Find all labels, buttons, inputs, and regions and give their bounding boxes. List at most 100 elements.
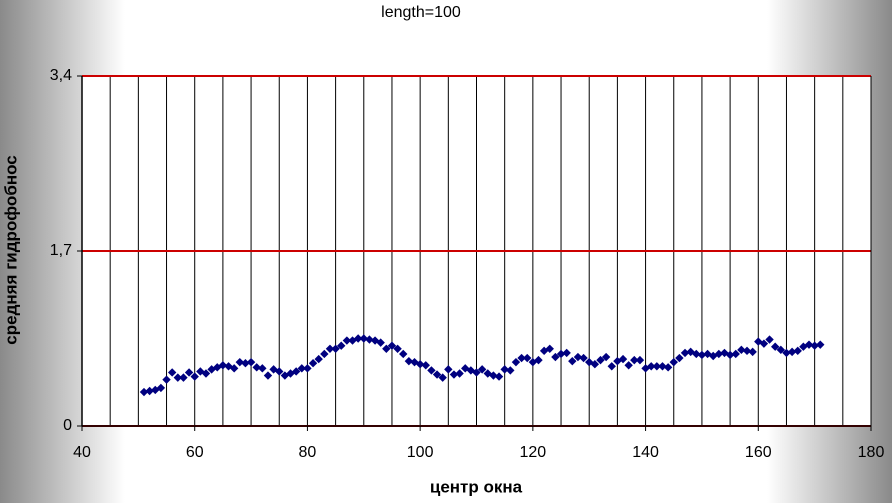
point: [725, 350, 735, 360]
point: [303, 364, 312, 373]
point: [669, 357, 678, 367]
point: [709, 351, 718, 361]
chart-title: length=100: [381, 4, 461, 21]
point: [376, 338, 385, 347]
point: [675, 353, 684, 363]
y-tick-label: 3,4: [50, 67, 72, 84]
point: [218, 361, 228, 370]
y-tick-label: 1,7: [50, 242, 72, 259]
point: [207, 365, 216, 374]
point: [404, 356, 414, 366]
point: [787, 347, 797, 357]
point: [320, 349, 329, 359]
point: [258, 364, 267, 373]
point: [156, 383, 166, 393]
point: [382, 344, 391, 353]
point: [139, 387, 149, 397]
point: [500, 365, 509, 374]
point: [770, 342, 780, 351]
point: [590, 360, 600, 369]
x-tick-label: 100: [407, 444, 434, 461]
point: [635, 355, 645, 365]
point: [618, 354, 628, 364]
point: [573, 352, 583, 362]
point: [353, 334, 363, 343]
point: [359, 334, 368, 343]
point: [263, 371, 273, 380]
point: [432, 370, 442, 379]
point: [235, 357, 244, 367]
point: [365, 335, 374, 344]
point: [387, 341, 397, 350]
point: [647, 362, 656, 371]
point: [246, 357, 256, 367]
y-axis-label: средняя гидрофобнос: [1, 155, 20, 344]
point: [314, 354, 323, 364]
x-tick-label: 120: [520, 444, 547, 461]
x-tick-label: 140: [632, 444, 659, 461]
point: [438, 373, 447, 382]
point: [477, 365, 487, 374]
point: [658, 362, 667, 371]
point: [489, 371, 498, 380]
point: [759, 339, 769, 348]
point: [793, 346, 802, 356]
point: [252, 363, 261, 372]
point: [776, 345, 786, 355]
x-tick-label: 160: [745, 444, 772, 461]
point: [765, 335, 774, 344]
point: [545, 344, 554, 353]
x-axis-label: центр окна: [430, 477, 523, 496]
point: [782, 348, 791, 358]
y-tick-label: 0: [63, 417, 72, 434]
point: [748, 347, 757, 357]
point: [241, 359, 250, 368]
point: [703, 349, 712, 359]
point: [737, 345, 746, 355]
point: [455, 369, 464, 378]
point: [816, 340, 825, 349]
point: [551, 352, 560, 362]
point: [714, 349, 724, 359]
point: [415, 360, 425, 369]
point: [663, 363, 673, 372]
point: [275, 367, 284, 376]
x-tick-label: 80: [299, 444, 317, 461]
point: [179, 373, 188, 382]
point: [506, 366, 515, 375]
point: [596, 355, 605, 365]
x-tick-label: 180: [858, 444, 885, 461]
point: [167, 368, 177, 377]
point: [449, 370, 459, 379]
point: [517, 353, 526, 363]
point: [173, 373, 183, 382]
point: [568, 356, 577, 366]
point: [528, 357, 538, 367]
point: [607, 362, 616, 371]
point: [601, 352, 611, 362]
point: [444, 365, 453, 374]
point: [325, 344, 335, 353]
point: [421, 361, 430, 370]
point: [799, 342, 808, 351]
point: [291, 367, 301, 376]
point: [308, 359, 318, 368]
point: [297, 364, 306, 373]
point: [427, 366, 436, 375]
point: [562, 348, 571, 358]
point: [742, 346, 752, 356]
point: [162, 375, 171, 384]
point: [472, 368, 481, 377]
point: [680, 348, 690, 358]
point: [201, 369, 211, 378]
point: [624, 361, 633, 370]
point: [331, 344, 340, 353]
point: [184, 368, 194, 377]
point: [337, 341, 346, 350]
point: [511, 357, 521, 367]
point: [523, 353, 532, 363]
point: [585, 357, 594, 367]
point: [393, 344, 402, 353]
